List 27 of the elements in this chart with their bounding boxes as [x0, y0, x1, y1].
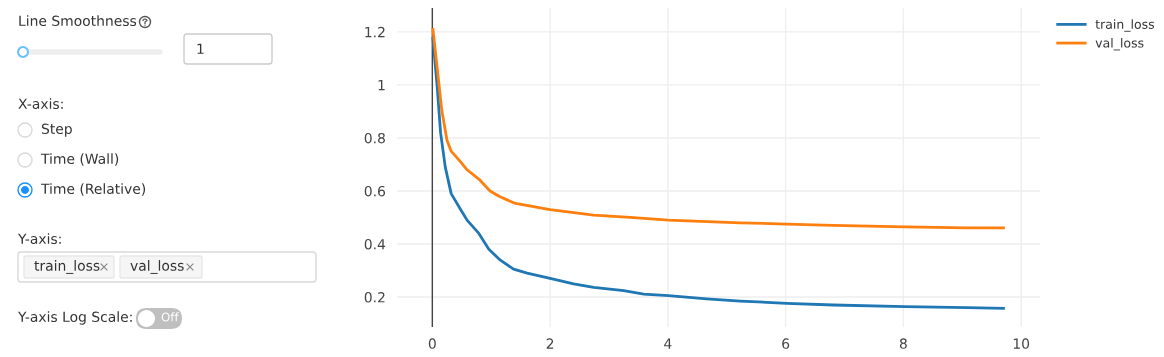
- y-tick-label: 0.4: [364, 238, 386, 250]
- legend-label: val_loss: [1095, 37, 1144, 51]
- text: Time (Wall): [40, 153, 119, 166]
- text: Y-axis:: [17, 233, 61, 245]
- text: Y-axis Log Scale:: [17, 311, 132, 325]
- text: X-axis:: [18, 98, 63, 110]
- text: Step: [41, 123, 72, 137]
- y-tick-label: 0.2: [364, 292, 385, 303]
- x-tick-label: 2: [546, 338, 554, 349]
- x-tick-label: 6: [782, 338, 790, 349]
- y-tick-label: 1: [378, 80, 385, 91]
- text: Off: [161, 312, 179, 322]
- x-tick-label: 4: [664, 338, 672, 349]
- text: 1: [197, 43, 204, 54]
- x-tick-label: 0: [428, 338, 436, 349]
- x-tick-label: 10: [1013, 338, 1030, 349]
- text: train_loss: [34, 260, 100, 274]
- text: val_loss: [130, 260, 184, 274]
- text: Time (Relative): [40, 183, 146, 196]
- text: Line Smoothness: [19, 15, 137, 27]
- y-tick-label: 0.8: [364, 132, 385, 144]
- legend-label: train_loss: [1095, 19, 1155, 32]
- line-series: [431, 27, 1005, 230]
- x-tick-label: 8: [899, 338, 907, 349]
- y-tick-label: 0.6: [364, 185, 386, 197]
- y-tick-label: 1.2: [365, 26, 385, 38]
- line-series: [431, 37, 1005, 310]
